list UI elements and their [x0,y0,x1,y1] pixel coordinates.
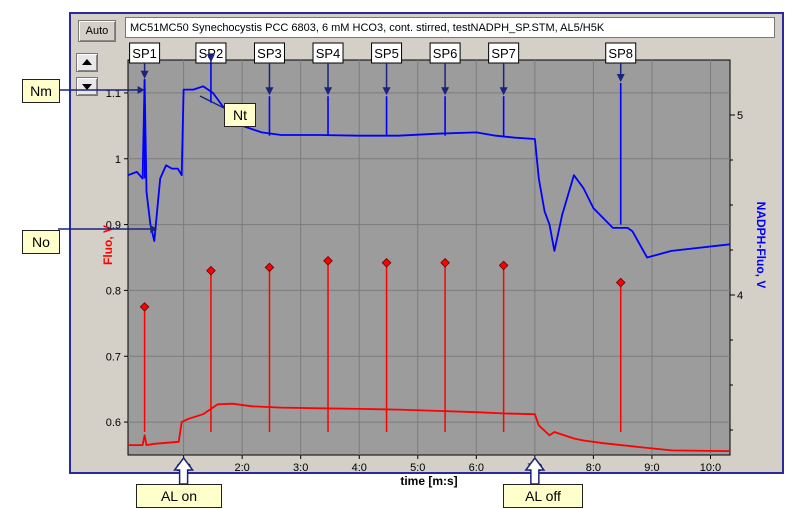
sp-peak-marker [264,262,275,273]
y-right-tick-label: 4 [737,290,743,302]
y-right-tick-label: 5 [737,110,743,122]
sp-markers: SP1 SP2 SP3 SP4 SP5 SP6 SP7 SP8 [129,42,637,432]
x-tick-label: 6:0 [469,462,484,474]
x-tick-label: 3:0 [293,462,308,474]
y-left-axis-label: Fluo, V [101,225,115,265]
sp-label: SP3 [257,46,282,61]
sp-peak-marker [615,277,626,288]
y-left-tick-label: 0.7 [106,351,121,363]
triangle-down-icon [82,84,92,90]
nt-arrow-shaft [199,95,225,109]
fluo-series-line [128,402,731,452]
sp-arrow-head [441,87,450,96]
x-tick-label: 4:0 [352,462,367,474]
x-axis-label: time [m:s] [400,474,457,488]
sp-label: SP8 [608,46,633,61]
callout-al-on: AL on [136,484,222,508]
x-tick-label: 10:0 [700,462,721,474]
sp-label: SP1 [132,46,157,61]
sp-label: SP2 [199,46,224,61]
sp-arrow-head [616,74,625,83]
callout-al-off: AL off [503,484,583,508]
sp-label: SP5 [374,46,399,61]
callout-arrows [58,86,546,485]
sp-label: SP4 [316,46,341,61]
sp-peak-marker [206,265,216,276]
callout-no: No [22,230,60,254]
y-left-tick-label: 0.8 [106,285,121,297]
no-arrow-head [150,225,158,233]
x-tick-label: 8:0 [586,462,601,474]
al-off-arrow [524,456,546,485]
y-left-tick-label: 1.1 [106,88,121,100]
sp-peak-marker [381,257,392,268]
plot-background [127,59,731,456]
auto-button[interactable]: Auto [78,20,116,42]
nm-arrow-head [137,86,145,94]
x-tick-label: 2:0 [235,462,250,474]
callout-nm: Nm [22,79,60,103]
sp-label: SP7 [491,46,516,61]
y-left-tick-label: 0.6 [106,417,121,429]
x-tick-label: 9:0 [644,462,659,474]
sp-arrow-head [382,87,391,96]
triangle-up-icon [82,59,92,65]
sp-peak-marker [440,257,450,268]
sp-arrow-head [140,70,149,79]
plot-area [127,59,731,456]
sp-peak-marker [323,255,333,266]
y-left-tick-label: 1 [115,154,121,166]
scroll-down-button[interactable] [76,77,98,96]
series-layer [127,78,731,452]
sp-arrow-head [265,87,274,96]
sp-peak-marker [498,260,509,271]
nadph-series-line [127,78,731,259]
sp-arrow-head [324,87,333,96]
callout-nt: Nt [224,103,256,127]
x-tick-label: 5:0 [410,462,425,474]
axes: 1:02:03:04:05:06:07:08:09:010:00.60.70.8… [101,88,768,488]
y-right-axis-label: NADPH-Fluo, V [754,202,768,289]
scroll-up-button[interactable] [76,53,98,72]
file-title: MC51MC50 Synechocystis PCC 6803, 6 mM HC… [125,17,775,38]
al-on-arrow [173,456,195,485]
sp-peak-marker [139,302,150,312]
sp-label: SP6 [433,46,458,61]
sp-arrow-head [206,54,215,63]
sp-arrow-head [499,87,508,96]
